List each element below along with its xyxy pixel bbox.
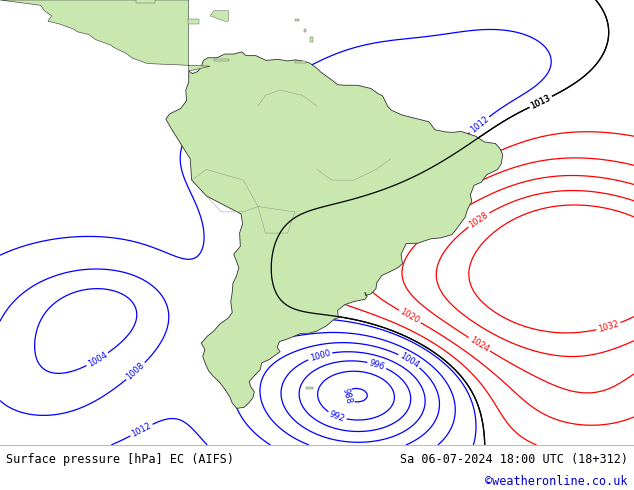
Text: 1024: 1024 (468, 335, 491, 354)
Text: Surface pressure [hPa] EC (AIFS): Surface pressure [hPa] EC (AIFS) (6, 453, 235, 466)
Text: 988: 988 (340, 388, 353, 405)
Polygon shape (304, 29, 306, 32)
Polygon shape (0, 0, 210, 71)
Text: 1008: 1008 (125, 361, 146, 382)
Text: 1008: 1008 (262, 333, 285, 346)
Text: 996: 996 (368, 358, 386, 371)
Text: 1013: 1013 (529, 93, 552, 111)
Text: 1000: 1000 (309, 348, 332, 363)
Text: 1004: 1004 (86, 350, 109, 369)
Polygon shape (136, 0, 155, 2)
Polygon shape (214, 59, 228, 61)
Text: 1004: 1004 (398, 351, 420, 370)
Text: 1032: 1032 (597, 319, 620, 334)
Text: 1016: 1016 (437, 168, 460, 186)
Polygon shape (295, 61, 306, 63)
Text: 1012: 1012 (130, 421, 153, 439)
Polygon shape (188, 19, 199, 24)
Polygon shape (166, 52, 503, 408)
Text: 1012: 1012 (469, 115, 490, 135)
Polygon shape (306, 387, 313, 389)
Text: ©weatheronline.co.uk: ©weatheronline.co.uk (485, 475, 628, 489)
Text: 992: 992 (328, 409, 346, 423)
Text: 1013: 1013 (529, 93, 552, 111)
Text: 1028: 1028 (467, 210, 490, 229)
Polygon shape (309, 37, 313, 42)
Text: Sa 06-07-2024 18:00 UTC (18+312): Sa 06-07-2024 18:00 UTC (18+312) (399, 453, 628, 466)
Polygon shape (210, 11, 228, 21)
Polygon shape (295, 19, 299, 21)
Text: 1020: 1020 (399, 307, 421, 326)
